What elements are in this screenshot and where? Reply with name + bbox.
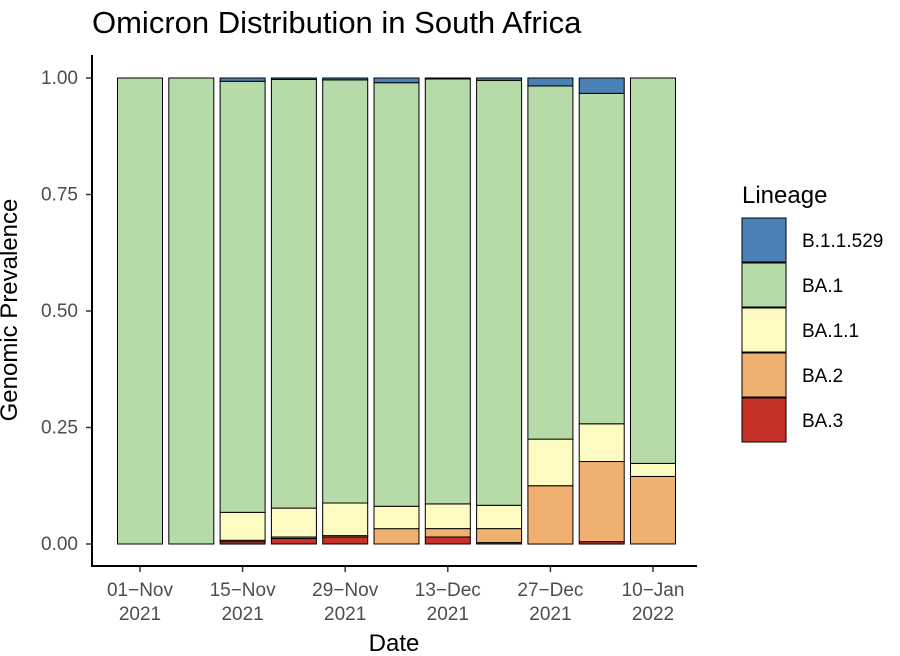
bar-segment xyxy=(373,77,420,84)
legend-swatch xyxy=(741,262,787,308)
x-axis-ticks: 01−Nov 2021 15−Nov 2021 29−Nov 2021 13−Dec 2021… xyxy=(107,566,684,625)
legend-swatch xyxy=(741,352,787,398)
bar-segment xyxy=(219,80,266,513)
bar-segment xyxy=(424,528,471,538)
bar-segment xyxy=(630,77,676,464)
bar-segment xyxy=(219,77,266,82)
y-tick-label: 1.00 xyxy=(41,68,78,89)
legend: B.1.1.529 BA.1 BA.1.1 BA.2 BA.3 xyxy=(741,217,883,443)
legend-label: BA.2 xyxy=(802,366,843,387)
x-tick-label: 10−Jan xyxy=(622,580,685,601)
x-tick-label: 2021 xyxy=(529,604,571,625)
legend-swatch xyxy=(741,307,787,353)
legend-swatch xyxy=(741,217,787,263)
bar-segment xyxy=(168,77,215,545)
bar-segment xyxy=(476,504,523,530)
bar-segment xyxy=(270,78,317,509)
bar-segment xyxy=(322,536,369,545)
chart-title: Omicron Distribution in South Africa xyxy=(92,5,582,40)
bar-segment xyxy=(578,77,625,94)
legend-label: BA.1 xyxy=(802,276,843,297)
y-axis-title: Genomic Prevalence xyxy=(0,199,23,422)
x-tick-label: 27−Dec xyxy=(517,580,583,601)
bar-segment xyxy=(270,507,317,538)
legend-label: B.1.1.529 xyxy=(802,231,883,252)
bar-segment xyxy=(322,502,369,537)
x-tick-label: 29−Nov xyxy=(312,580,379,601)
x-tick-label: 2022 xyxy=(632,604,674,625)
y-tick-label: 0.25 xyxy=(41,418,78,439)
bar-segment xyxy=(219,511,266,541)
bar-segment xyxy=(424,78,471,505)
y-tick-label: 0.75 xyxy=(41,185,78,206)
bar-segment xyxy=(270,537,317,545)
bar-segment xyxy=(630,462,676,477)
bar-segment xyxy=(630,475,676,545)
bar-segment xyxy=(476,79,523,506)
bar-segment xyxy=(322,79,369,504)
legend-title: Lineage xyxy=(742,182,827,209)
bar-segment xyxy=(424,503,471,530)
x-tick-label: 2021 xyxy=(221,604,263,625)
x-tick-label: 15−Nov xyxy=(210,580,277,601)
x-tick-label: 2021 xyxy=(427,604,469,625)
legend-label: BA.3 xyxy=(802,411,843,432)
bar-segment xyxy=(373,82,420,507)
bar-segment xyxy=(322,77,369,81)
bar-segment xyxy=(527,77,574,87)
y-tick-label: 0.00 xyxy=(41,534,78,555)
legend-swatch xyxy=(741,397,787,443)
bar-segment xyxy=(527,85,574,440)
bar-segment xyxy=(373,528,420,545)
bar-segment xyxy=(270,77,317,80)
bar-segment xyxy=(476,528,523,544)
x-tick-label: 13−Dec xyxy=(415,580,481,601)
x-tick-label: 2021 xyxy=(324,604,366,625)
x-tick-label: 01−Nov xyxy=(107,580,174,601)
bar-segment xyxy=(373,505,420,530)
y-tick-label: 0.50 xyxy=(41,301,78,322)
bar-segment xyxy=(578,423,625,463)
bar-segment xyxy=(527,485,574,545)
bar-segment xyxy=(424,536,471,545)
legend-label: BA.1.1 xyxy=(802,321,859,342)
y-axis-ticks: 0.00 0.25 0.50 0.75 1.00 xyxy=(41,68,92,555)
bars xyxy=(117,77,676,545)
bar-segment xyxy=(578,461,625,543)
bar-segment xyxy=(476,77,523,81)
bar-segment xyxy=(117,77,163,545)
x-axis-title: Date xyxy=(369,630,420,656)
bar-segment xyxy=(424,77,471,80)
bar-segment xyxy=(527,438,574,487)
bar-segment xyxy=(578,92,625,425)
x-tick-label: 2021 xyxy=(119,604,161,625)
